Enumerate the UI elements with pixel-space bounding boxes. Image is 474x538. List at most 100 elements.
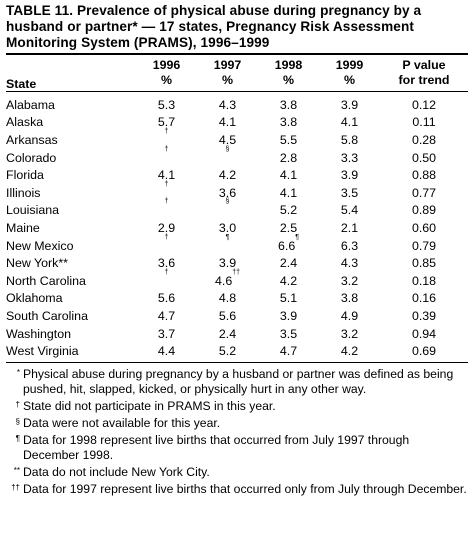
value-cell-1997: 3.6 [197, 184, 258, 202]
value-text: 4.2 [340, 344, 359, 359]
header-rule [6, 91, 468, 92]
value-text: 3.9 [340, 168, 359, 183]
value-cell-1998: 2.8 [258, 149, 319, 167]
value-cell-1997: 3.9 [197, 254, 258, 272]
value-cell-1999: 6.3 [319, 237, 380, 255]
pvalue-cell: 0.79 [411, 238, 437, 253]
footnote-mark: † [164, 145, 169, 153]
value-cell-1998: 4.1 [258, 184, 319, 202]
footnote-text: Data do not include New York City. [23, 464, 210, 479]
pvalue-cell: 0.39 [411, 308, 437, 323]
value-text: 3.6 [218, 185, 237, 200]
header-1996-unit: % [160, 73, 173, 87]
footnote-symbol: § [15, 416, 20, 426]
value-cell-1997: 5.6 [197, 307, 258, 325]
footnote: †† Data for 1997 represent live births th… [6, 482, 468, 497]
state-cell: West Virginia [6, 344, 79, 359]
value-cell-1997: 3.0 [197, 219, 258, 237]
value-cell-1999: 5.4 [319, 202, 380, 220]
value-cell-1999: 3.8 [319, 290, 380, 308]
value-text: 5.2 [218, 344, 237, 359]
value-cell-1998: 3.8 [258, 114, 319, 132]
data-table: State 1996 1997 1998 1999 P value % % % … [6, 55, 468, 363]
value-text: 4.1 [279, 168, 298, 183]
title-rule [6, 53, 468, 55]
value-text: 5.4 [340, 203, 359, 218]
value-text: 3.2 [340, 326, 359, 341]
value-cell-1996: 5.3 [136, 92, 197, 114]
value-cell-1999: 5.8 [319, 131, 380, 149]
value-text: 4.1 [340, 115, 359, 130]
value-text: 4.1 [279, 185, 298, 200]
value-cell-1998: 4.1 [258, 166, 319, 184]
value-text: 5.3 [157, 97, 176, 112]
footnote: ¶ Data for 1998 represent live births tha… [6, 433, 468, 463]
value-text: 5.6 [157, 291, 176, 306]
footnote-text: Data were not available for this year. [23, 415, 221, 430]
value-cell-1998: 6.6¶ [258, 233, 319, 255]
value-cell-1999: 3.9 [319, 92, 380, 114]
pvalue-cell: 0.11 [412, 115, 436, 130]
value-cell-1996: † [136, 181, 197, 202]
value-text: 2.1 [340, 220, 359, 235]
pvalue-cell: 0.16 [411, 291, 437, 306]
value-cell-1997: 4.2 [197, 166, 258, 184]
footnote: § Data were not available for this year. [6, 416, 468, 431]
value-cell-1998: 3.5 [258, 325, 319, 343]
footnote-mark: †† [232, 268, 241, 276]
footnote-symbol: ** [13, 465, 20, 475]
state-cell: Arkansas [6, 132, 58, 147]
footnote-mark: ¶ [295, 233, 299, 241]
state-cell: Louisiana [6, 203, 60, 218]
value-cell-1997: 4.8 [197, 290, 258, 308]
footnote-mark: † [164, 233, 169, 241]
value-text: 3.8 [340, 291, 359, 306]
table-row: Louisiana † § 5.2 5.4 0.89 [6, 198, 468, 220]
footnote-text: Data for 1997 represent live births that… [23, 481, 467, 496]
value-cell-1996: 4.1 [136, 166, 197, 184]
pvalue-cell: 0.88 [411, 168, 437, 183]
value-text: 4.1 [218, 115, 237, 130]
state-cell: Oklahoma [6, 291, 63, 306]
value-text: 4.2 [218, 168, 237, 183]
value-text: 5.8 [340, 132, 359, 147]
value-cell-1998: 4.7 [258, 342, 319, 362]
table-row: New York** 3.6 3.9 2.4 4.3 0.85 [6, 254, 468, 272]
value-text: 3.2 [340, 273, 359, 288]
table-row: Alabama 5.3 4.3 3.8 3.9 0.12 [6, 92, 468, 114]
table-row: Florida 4.1 4.2 4.1 3.9 0.88 [6, 166, 468, 184]
table-row: Maine 2.9 3.0 2.5 2.1 0.60 [6, 219, 468, 237]
value-cell-1997: 4.5 [197, 131, 258, 149]
value-cell-1997: 4.3 [197, 92, 258, 114]
table-row: Alaska 5.7 4.1 3.8 4.1 0.11 [6, 114, 468, 132]
value-cell-1997: 4.1 [197, 114, 258, 132]
value-cell-1998: 5.5 [258, 131, 319, 149]
value-text: 3.9 [340, 97, 359, 112]
footnote: * Physical abuse during pregnancy by a hu… [6, 367, 468, 397]
table-body: Alabama 5.3 4.3 3.8 3.9 0.12 Alaska 5.7 4.1 3.8 4.… [6, 92, 468, 362]
value-cell-1997: 2.4 [197, 325, 258, 343]
footnote-symbol: † [15, 399, 20, 409]
value-cell-1996: 5.6 [136, 290, 197, 308]
footnote-mark: † [164, 198, 169, 206]
footnote: † State did not participate in PRAMS in t… [6, 399, 468, 414]
header-1999-year: 1999 [335, 57, 364, 72]
value-cell-1999: 4.3 [319, 254, 380, 272]
value-cell-1998: 4.2 [258, 272, 319, 290]
state-cell: South Carolina [6, 308, 88, 323]
value-text: 3.6 [157, 256, 176, 271]
value-cell-1996: 3.6 [136, 254, 197, 272]
state-cell: Alaska [6, 115, 44, 130]
value-text: 3.7 [157, 326, 176, 341]
value-cell-1996: † [136, 269, 197, 290]
value-text: 4.6 [214, 273, 233, 288]
footnote-symbol: †† [11, 482, 20, 492]
pvalue-cell: 0.28 [411, 132, 437, 147]
pvalue-cell: 0.85 [411, 256, 437, 271]
value-cell-1996: † [136, 128, 197, 149]
state-cell: New York** [6, 256, 68, 271]
pvalue-cell: 0.50 [411, 150, 437, 165]
value-text: 5.7 [157, 115, 176, 130]
table-row: North Carolina † 4.6†† 4.2 3.2 0.18 [6, 268, 468, 290]
value-text: 4.8 [218, 291, 237, 306]
